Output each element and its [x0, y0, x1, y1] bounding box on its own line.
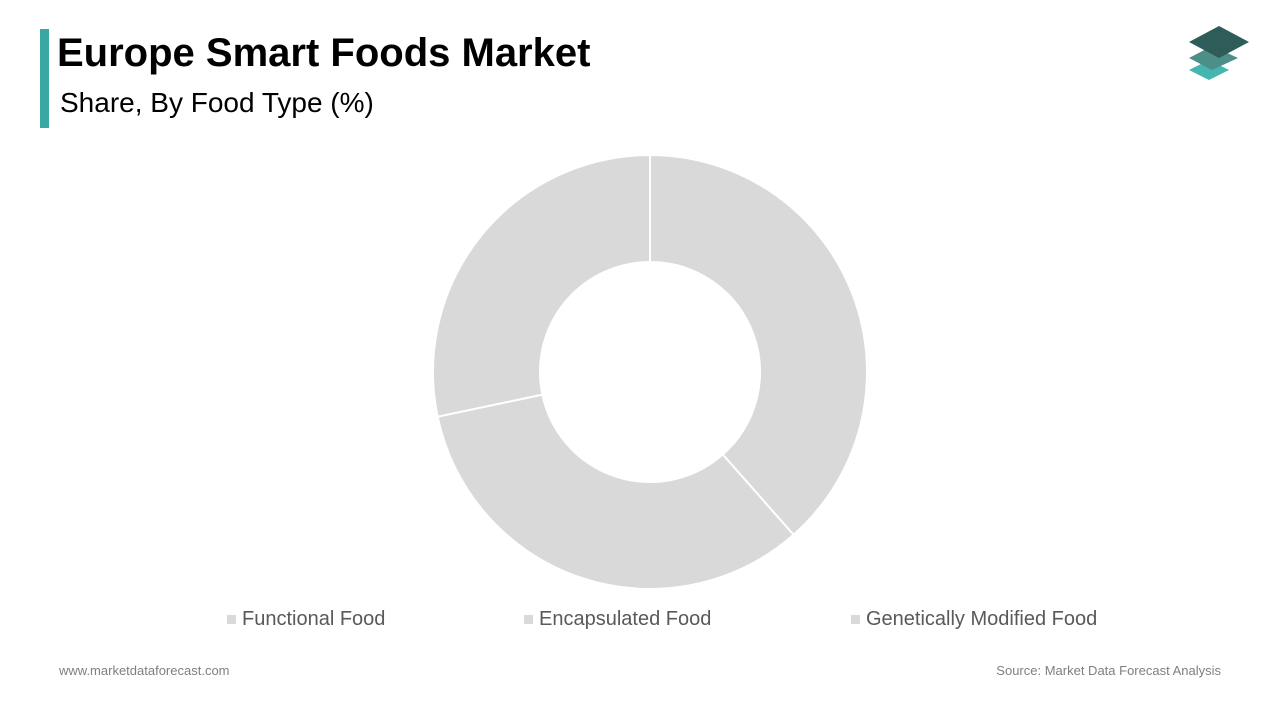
- donut-slice-genetically-modified-food: [432, 153, 651, 418]
- legend-swatch: [227, 615, 236, 624]
- donut-slice-functional-food: [649, 153, 868, 537]
- legend-item-functional-food: Functional Food: [227, 608, 385, 631]
- legend-item-genetically-modified-food: Genetically Modified Food: [851, 608, 1097, 631]
- legend-label: Encapsulated Food: [539, 608, 712, 630]
- legend-swatch: [524, 615, 533, 624]
- page-subtitle: Share, By Food Type (%): [60, 87, 374, 118]
- donut-slice-encapsulated-food: [436, 393, 795, 590]
- legend-item-encapsulated-food: Encapsulated Food: [524, 608, 711, 631]
- stacked-layers-logo-icon: [1189, 26, 1249, 80]
- legend-label: Genetically Modified Food: [866, 608, 1098, 630]
- legend-swatch: [851, 615, 860, 624]
- source-text: Source: Market Data Forecast Analysis: [996, 663, 1221, 678]
- legend-label: Functional Food: [242, 608, 386, 630]
- page-title: Europe Smart Foods Market: [57, 31, 591, 75]
- website-text: www.marketdataforecast.com: [59, 663, 230, 678]
- title-accent-bar: [40, 29, 49, 128]
